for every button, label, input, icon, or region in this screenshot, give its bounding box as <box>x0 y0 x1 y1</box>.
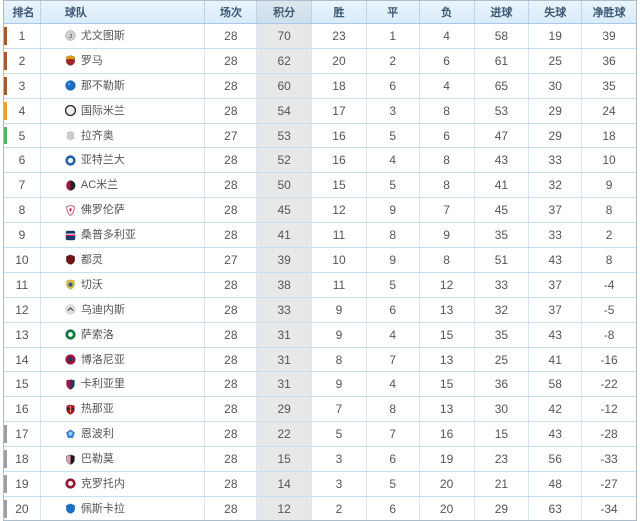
svg-text:J: J <box>69 34 72 40</box>
